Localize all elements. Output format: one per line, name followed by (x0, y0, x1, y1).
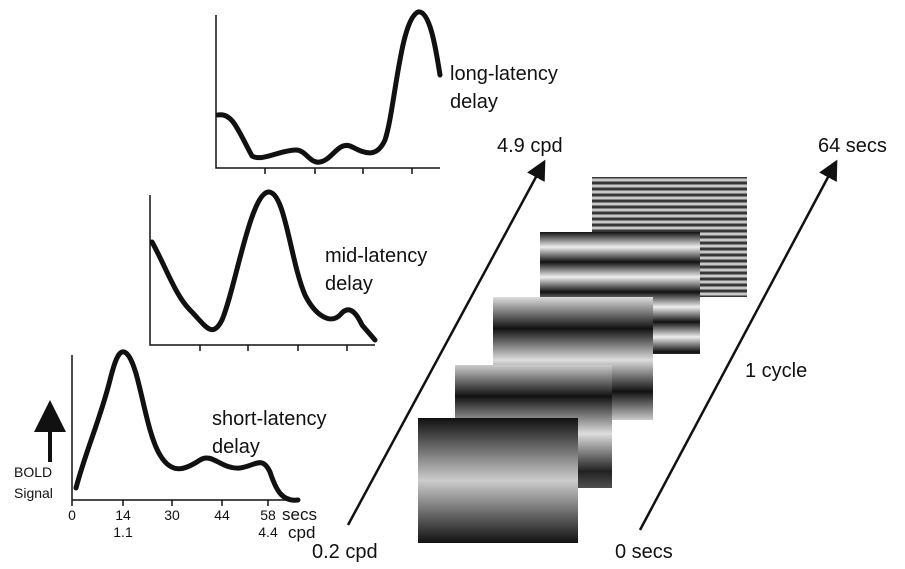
panel-label: delay (212, 436, 260, 458)
x-unit: cpd (288, 523, 315, 542)
arrow-label: 0 secs (615, 541, 673, 563)
x-tick-label: 30 (164, 507, 180, 523)
x-tick-label: 1.1 (113, 524, 133, 540)
y-axis-label: BOLD (14, 464, 52, 480)
response-curve (218, 12, 440, 162)
x-tick-label: 58 (260, 507, 276, 523)
figure: long-latency delay mid-latency delay sho… (0, 0, 905, 564)
x-tick-label: 4.4 (258, 524, 278, 540)
mid-latency-plot: mid-latency delay (150, 192, 427, 351)
arrow-label: 4.9 cpd (497, 135, 563, 157)
panel-label: long-latency (450, 63, 558, 85)
panel-label: delay (325, 273, 373, 295)
x-tick-label: 44 (214, 507, 230, 523)
panel-label: delay (450, 91, 498, 113)
panel-label: mid-latency (325, 245, 427, 267)
y-axis-label: Signal (14, 485, 53, 501)
x-tick-label: 14 (115, 507, 131, 523)
x-tick-label: 0 (68, 507, 76, 523)
arrow-label: 64 secs (818, 135, 887, 157)
arrow-label: 1 cycle (745, 360, 807, 382)
short-latency-plot: short-latency delay BOLD Signal 0 14 30 … (14, 352, 327, 542)
x-unit: secs (282, 505, 317, 524)
grating (418, 418, 578, 543)
arrow-label: 0.2 cpd (312, 541, 378, 563)
panel-label: short-latency (212, 408, 327, 430)
grating-stack (418, 177, 747, 543)
axes (72, 355, 300, 506)
